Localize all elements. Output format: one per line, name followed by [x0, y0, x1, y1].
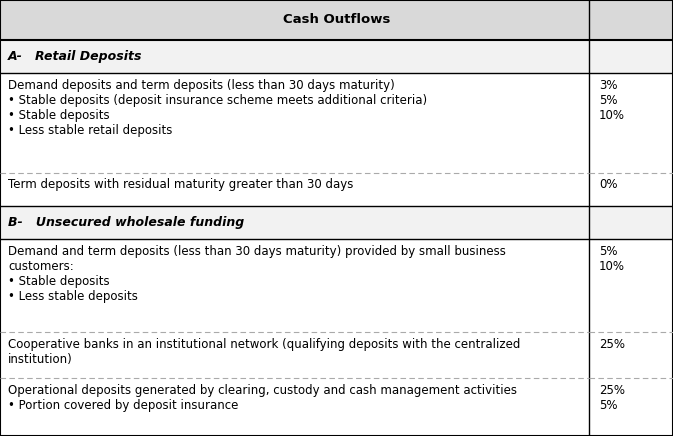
- Text: 0%: 0%: [599, 178, 617, 191]
- Text: Term deposits with residual maturity greater than 30 days: Term deposits with residual maturity gre…: [8, 178, 353, 191]
- Text: B-   Unsecured wholesale funding: B- Unsecured wholesale funding: [8, 216, 244, 229]
- Bar: [0, 40, 673, 73]
- Text: 25%: 25%: [599, 337, 625, 351]
- Text: Operational deposits generated by clearing, custody and cash management activiti: Operational deposits generated by cleari…: [8, 384, 517, 412]
- Text: 25%
5%: 25% 5%: [599, 384, 625, 412]
- Text: Cash Outflows: Cash Outflows: [283, 14, 390, 27]
- Text: Cooperative banks in an institutional network (qualifying deposits with the cent: Cooperative banks in an institutional ne…: [8, 337, 520, 366]
- Text: A-   Retail Deposits: A- Retail Deposits: [8, 50, 143, 63]
- Text: 5%
10%: 5% 10%: [599, 245, 625, 272]
- Bar: [0, 173, 673, 206]
- Bar: [0, 0, 673, 40]
- Bar: [0, 378, 673, 436]
- Bar: [0, 73, 673, 173]
- Text: 3%
5%
10%: 3% 5% 10%: [599, 79, 625, 122]
- Bar: [0, 206, 673, 239]
- Bar: [0, 239, 673, 332]
- Bar: [0, 332, 673, 378]
- Text: Demand deposits and term deposits (less than 30 days maturity)
• Stable deposits: Demand deposits and term deposits (less …: [8, 79, 427, 137]
- Text: Demand and term deposits (less than 30 days maturity) provided by small business: Demand and term deposits (less than 30 d…: [8, 245, 506, 303]
